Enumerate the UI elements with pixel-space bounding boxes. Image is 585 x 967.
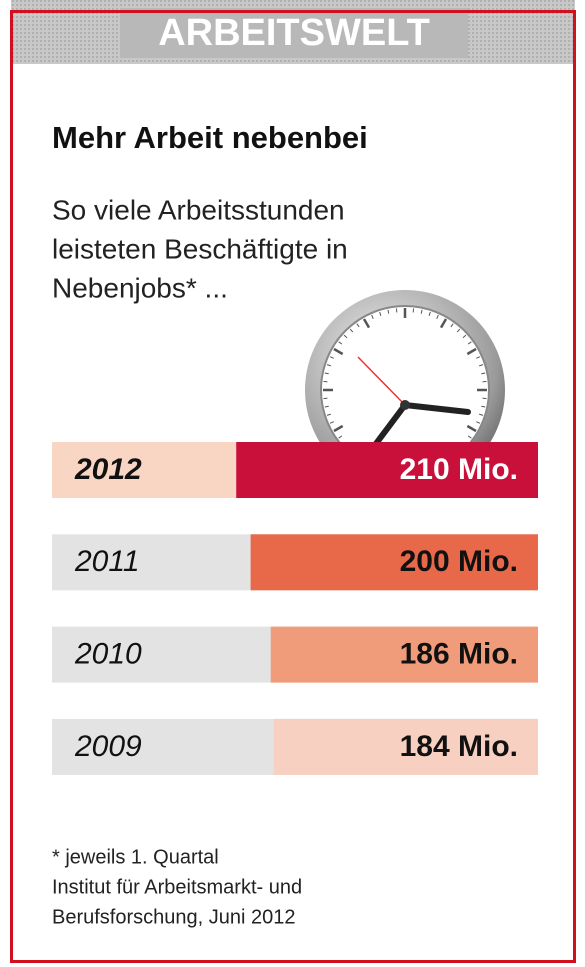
clock-tick xyxy=(479,413,484,416)
clock-tick xyxy=(479,364,484,367)
clock-tick xyxy=(387,309,390,314)
note-line: Institut für Arbeitsmarkt- und xyxy=(52,876,302,898)
clock-tick xyxy=(333,347,344,356)
clock-tick xyxy=(362,318,371,329)
clock-tick xyxy=(476,421,481,424)
subtitle-line: Nebenjobs* ... xyxy=(52,272,228,303)
clock-tick xyxy=(466,347,477,356)
clock-tick xyxy=(428,311,431,316)
category-label: 2009 xyxy=(74,730,142,763)
clock-tick xyxy=(329,421,334,424)
bar xyxy=(236,442,539,498)
category-label: 2011 xyxy=(74,545,140,578)
frame xyxy=(10,10,576,963)
clock-tick xyxy=(356,323,360,328)
category-label: 2012 xyxy=(74,453,142,486)
clock-tick xyxy=(324,405,329,408)
bar xyxy=(270,626,538,683)
clock-tick xyxy=(326,413,331,416)
clock-tick xyxy=(466,424,477,433)
note-line: Berufsforschung, Juni 2012 xyxy=(52,906,296,928)
subtitle-line: So viele Arbeitsstunden xyxy=(52,194,345,225)
clock-tick xyxy=(324,372,329,375)
bars: 2012 210 Mio. 2011 200 Mio. 2010 186 Mio. 2009… xyxy=(52,442,539,775)
value-label: 200 Mio. xyxy=(400,545,518,578)
clock-tick xyxy=(329,356,334,359)
header: ARBEITSWELT xyxy=(158,12,430,54)
clock-tick xyxy=(481,372,486,375)
subtitle-line: leisteten Beschäftigte in xyxy=(52,233,348,264)
category-label: 2010 xyxy=(74,638,142,671)
clock xyxy=(305,290,505,490)
bar xyxy=(273,718,538,775)
clock-tick xyxy=(467,435,472,439)
clock-tick xyxy=(338,341,343,345)
value-label: 210 Mio. xyxy=(400,453,518,486)
value-label: 186 Mio. xyxy=(400,638,518,671)
clock-tick xyxy=(326,364,331,367)
bar xyxy=(250,534,538,591)
clock-tick xyxy=(379,311,382,316)
clock-tick xyxy=(467,341,472,345)
clock-tick xyxy=(439,318,448,329)
chart-title: Mehr Arbeit nebenbei xyxy=(52,120,368,155)
clock-tick xyxy=(333,424,344,433)
clock-tick xyxy=(481,405,486,408)
clock-tick xyxy=(349,328,354,333)
clock-tick xyxy=(476,356,481,359)
clock-tick xyxy=(343,334,348,339)
clock-tick xyxy=(371,314,374,319)
note-line: * jeweils 1. Quartal xyxy=(52,846,219,868)
header-box xyxy=(120,8,468,58)
notes: * jeweils 1. Quartal Institut für Arbeits… xyxy=(52,846,302,928)
clock-tick xyxy=(338,435,343,439)
clock-tick xyxy=(420,309,423,314)
subtitle: So viele Arbeitsstunden leisteten Beschäf… xyxy=(52,194,348,303)
clock-tick xyxy=(450,323,454,328)
clock-tick xyxy=(462,334,467,339)
clock-tick xyxy=(436,314,439,319)
value-label: 184 Mio. xyxy=(400,730,518,763)
clock-tick xyxy=(456,328,461,333)
